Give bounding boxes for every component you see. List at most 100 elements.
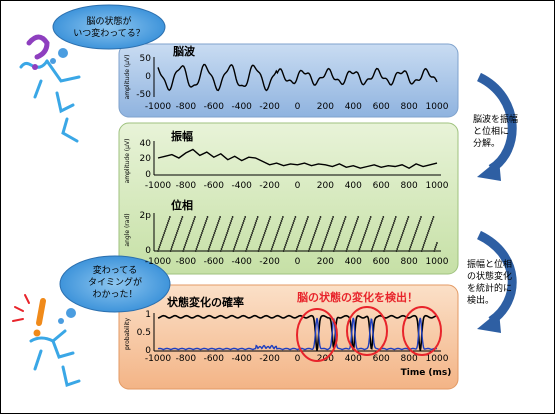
phase-point <box>406 220 408 222</box>
phase-point <box>266 224 269 226</box>
amp-ytick-top: 40 <box>140 139 152 149</box>
detect-highlight: 脳の状態の変化を検出！ <box>297 290 418 304</box>
phase-point <box>422 246 424 248</box>
phase-point <box>291 224 294 226</box>
xtick-label: 200 <box>317 257 334 267</box>
phase-point <box>376 234 378 236</box>
phase-point <box>157 250 159 252</box>
phase-point <box>425 236 428 238</box>
phase-point <box>434 246 437 248</box>
phase-point <box>283 248 286 250</box>
phase-point <box>362 238 364 240</box>
phase-point <box>175 232 178 234</box>
phase-point <box>255 220 258 222</box>
phase-point <box>421 248 424 250</box>
phase-point <box>252 228 255 230</box>
phase-point <box>298 240 301 242</box>
phase-point <box>428 228 431 230</box>
xtick-label: 600 <box>373 354 390 364</box>
xtick-label: -600 <box>204 102 225 112</box>
phase-point <box>431 218 434 220</box>
phase-point <box>307 250 310 252</box>
arrow-1 <box>476 72 517 173</box>
xtick-label: -1000 <box>145 181 171 191</box>
phase-point <box>381 218 384 220</box>
phase-point <box>224 238 226 240</box>
phase-point <box>338 234 341 236</box>
phase-point <box>193 218 196 220</box>
phase-point <box>383 250 385 252</box>
xtick-label: -600 <box>204 181 225 191</box>
phase-point <box>302 230 304 232</box>
phase-point <box>233 248 235 250</box>
phase-point <box>343 220 346 222</box>
xtick-label: 0 <box>295 102 301 112</box>
phase-point <box>331 218 334 220</box>
phase-point <box>223 240 226 242</box>
arrow-1-head <box>477 159 501 181</box>
phase-point <box>385 242 388 244</box>
phase-point <box>220 248 223 250</box>
phase-point <box>372 244 375 246</box>
phase-point <box>191 224 194 226</box>
phase-point <box>433 250 436 252</box>
phase-point <box>274 238 277 240</box>
phase-point <box>186 238 189 240</box>
phase-point <box>371 246 374 248</box>
phase-point <box>256 218 258 220</box>
axes <box>153 57 441 352</box>
phase-point <box>178 224 181 226</box>
phase-point <box>305 222 307 224</box>
amp-ytick-bot: 0 <box>145 170 151 180</box>
xtick-label: -1000 <box>145 102 171 112</box>
spark-icon <box>12 294 30 322</box>
phase-point <box>382 216 385 218</box>
phase-point <box>258 246 261 248</box>
phase-points <box>157 216 438 252</box>
phase-point <box>411 240 414 242</box>
phase-point <box>165 226 168 228</box>
phase-point <box>411 242 413 244</box>
phase-point <box>394 218 396 220</box>
phase-point <box>271 246 274 248</box>
phase-point <box>285 242 288 244</box>
phase-point <box>363 234 366 236</box>
phase-point <box>217 222 219 224</box>
phase-point <box>187 236 189 238</box>
phase-point <box>284 246 286 248</box>
phase-point <box>353 226 356 228</box>
phase-point <box>426 234 429 236</box>
phase-point <box>158 246 161 248</box>
phase-point <box>215 228 217 230</box>
phase-point <box>245 250 247 252</box>
phase-point <box>168 218 171 220</box>
xtick-label: -200 <box>259 181 280 191</box>
phase-point <box>337 238 339 240</box>
phase-point <box>233 246 236 248</box>
phase-point <box>177 228 180 230</box>
xtick-label: 800 <box>401 181 418 191</box>
phase-point <box>309 246 311 248</box>
xtick-label: 600 <box>373 181 390 191</box>
exclamation-icon <box>33 298 46 337</box>
xtick-label: -200 <box>259 354 280 364</box>
phase-point <box>182 248 185 250</box>
phase-point <box>162 234 165 236</box>
prob-trace-black <box>157 314 438 351</box>
prob-ytick-mid: 0.5 <box>137 328 151 338</box>
phase-point <box>180 220 182 222</box>
phase-point <box>373 242 376 244</box>
phase-point <box>162 236 164 238</box>
phase-point <box>169 250 172 252</box>
phase-point <box>401 234 403 236</box>
xtick-label: 1000 <box>426 354 449 364</box>
phase-point <box>420 250 423 252</box>
xtick-label: 0 <box>295 181 301 191</box>
phase-point <box>194 216 196 218</box>
phase-point <box>408 250 410 252</box>
phase-point <box>295 250 297 252</box>
phase-point <box>397 246 399 248</box>
phase-point <box>209 244 212 246</box>
phase-point <box>317 222 320 224</box>
